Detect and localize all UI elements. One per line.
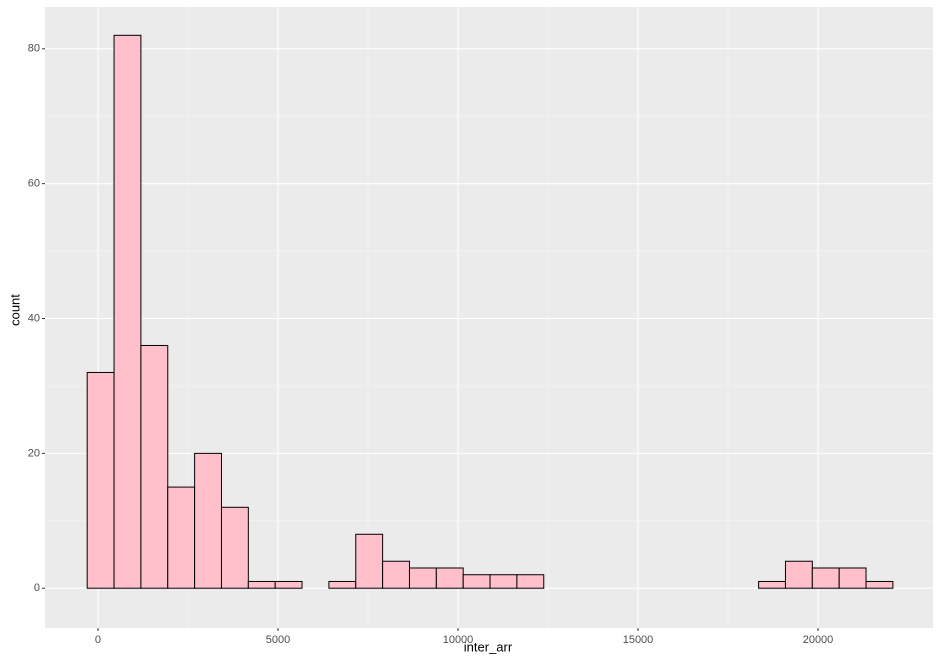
y-tick-label: 80 <box>28 43 40 55</box>
bar <box>140 344 169 589</box>
bar <box>516 574 545 589</box>
bar <box>220 506 249 589</box>
bar <box>194 452 222 589</box>
x-tick-label: 5000 <box>266 634 290 646</box>
bar <box>86 371 115 589</box>
bar <box>462 574 491 589</box>
bar <box>382 560 410 589</box>
bar <box>865 580 894 589</box>
x-tick-label: 15000 <box>623 634 654 646</box>
bar <box>167 486 196 589</box>
bar <box>758 580 786 589</box>
x-tick-label: 10000 <box>443 634 474 646</box>
bar <box>274 580 303 589</box>
y-tick-label: 20 <box>28 447 40 459</box>
y-tick-label: 60 <box>28 178 40 190</box>
bar <box>838 567 867 589</box>
bar <box>489 574 518 589</box>
x-axis-title: inter_arr <box>464 639 513 654</box>
bar <box>435 567 464 589</box>
x-tick-label: 0 <box>95 634 101 646</box>
bar <box>113 34 142 589</box>
bar <box>408 567 437 589</box>
y-tick-label: 0 <box>34 582 40 594</box>
bar <box>328 580 357 589</box>
bar <box>811 567 840 589</box>
y-axis-title: count <box>7 294 22 326</box>
bar <box>784 560 813 589</box>
bar <box>247 580 276 589</box>
x-tick-label: 20000 <box>803 634 834 646</box>
bar <box>355 533 384 589</box>
y-tick-label: 40 <box>28 312 40 324</box>
